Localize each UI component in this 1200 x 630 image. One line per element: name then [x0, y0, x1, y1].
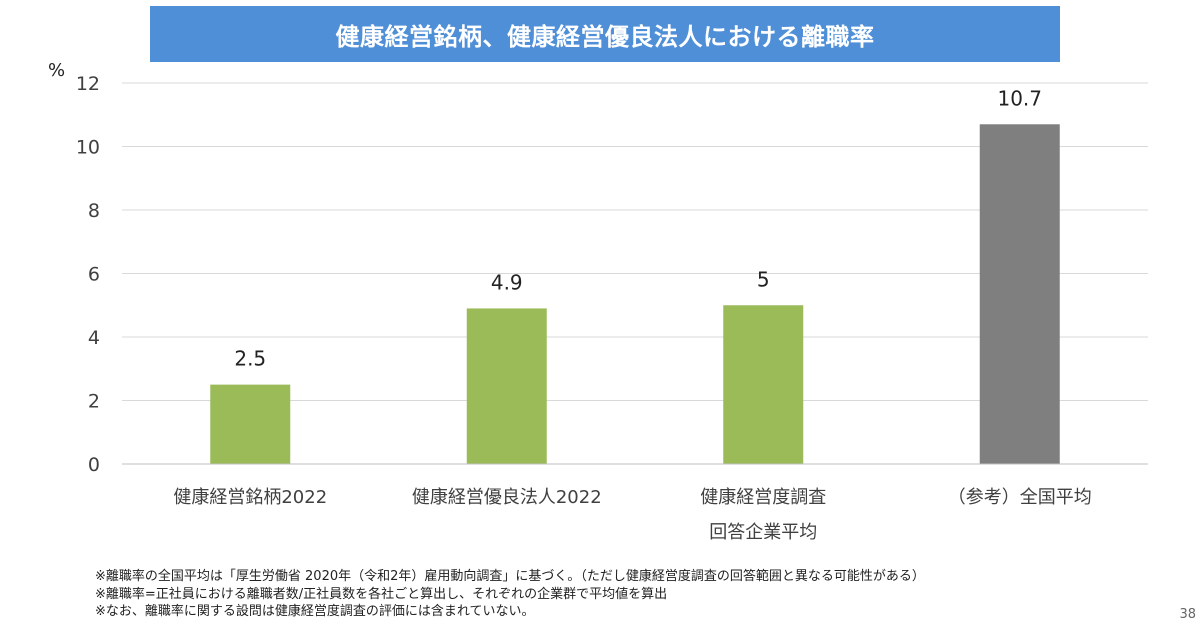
y-tick-label: 10	[76, 137, 100, 159]
data-label: 10.7	[997, 86, 1042, 110]
y-tick-label: 12	[76, 73, 100, 95]
x-tick-label: 健康経営優良法人2022	[412, 487, 602, 508]
footnote-3: ※なお、離職率に関する設問は健康経営度調査の評価には含まれていない。	[95, 604, 535, 619]
y-tick-label: 8	[88, 200, 100, 222]
y-tick-label: 0	[88, 454, 100, 476]
chart-title: 健康経営銘柄、健康経営優良法人における離職率	[335, 22, 875, 51]
data-label: 2.5	[234, 347, 266, 371]
footnote-2: ※離職率=正社員における離職者数/正社員数を各社ごと算出し、それぞれの企業群で平…	[95, 586, 668, 602]
x-tick-label: 健康経営度調査	[700, 487, 826, 508]
footnotes: ※離職率の全国平均は「厚生労働省 2020年（令和2年）雇用動向調査」に基づく。…	[95, 568, 925, 621]
y-tick-label: 4	[88, 327, 100, 349]
x-tick-label: （参考）全国平均	[948, 487, 1092, 508]
data-label: 4.9	[491, 270, 523, 294]
data-label: 5	[757, 267, 770, 291]
page-number: 38	[1179, 607, 1196, 622]
chart-title-banner: 健康経営銘柄、健康経営優良法人における離職率	[150, 6, 1060, 62]
x-tick-label: 健康経営銘柄2022	[173, 487, 327, 508]
footnote-1: ※離職率の全国平均は「厚生労働省 2020年（令和2年）雇用動向調査」に基づく。…	[95, 569, 925, 584]
y-axis-unit: %	[48, 60, 65, 81]
y-tick-label: 6	[88, 264, 100, 286]
bar	[210, 384, 291, 464]
x-tick-label: 回答企業平均	[709, 522, 817, 543]
bar	[466, 308, 547, 464]
bar	[723, 305, 804, 464]
bar	[979, 124, 1060, 465]
y-tick-label: 2	[88, 391, 100, 413]
